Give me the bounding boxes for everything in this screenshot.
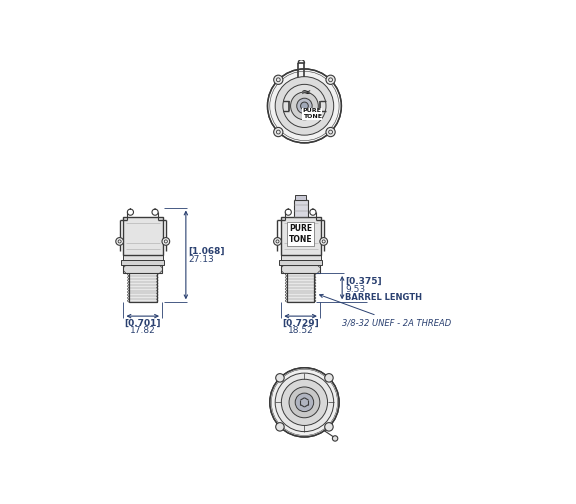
Circle shape [297, 98, 312, 113]
Circle shape [289, 387, 320, 418]
Circle shape [326, 75, 335, 84]
Circle shape [162, 237, 170, 245]
Circle shape [270, 368, 339, 437]
Circle shape [267, 69, 342, 143]
Circle shape [274, 128, 283, 137]
Bar [281, 217, 321, 256]
Circle shape [276, 373, 284, 382]
Bar [279, 260, 322, 265]
Bar [281, 256, 321, 260]
Circle shape [320, 237, 328, 245]
Circle shape [283, 84, 326, 128]
Text: [1.068]: [1.068] [188, 246, 225, 256]
Circle shape [275, 373, 334, 431]
Circle shape [276, 423, 284, 431]
Bar [295, 195, 306, 200]
Circle shape [306, 100, 319, 112]
Text: 27.13: 27.13 [188, 255, 214, 264]
Circle shape [274, 237, 281, 245]
Circle shape [281, 380, 328, 425]
Text: [0.729]: [0.729] [282, 319, 319, 328]
Bar [287, 273, 314, 302]
Bar [129, 273, 157, 302]
Circle shape [326, 128, 335, 137]
Text: BARREL LENGTH: BARREL LENGTH [345, 293, 422, 302]
Circle shape [301, 102, 308, 110]
Bar [121, 260, 164, 265]
Text: 9.53: 9.53 [345, 285, 365, 294]
Text: 3/8-32 UNEF - 2A THREAD: 3/8-32 UNEF - 2A THREAD [320, 294, 452, 328]
Bar [281, 265, 320, 273]
Circle shape [116, 237, 123, 245]
Text: PURE
TONE: PURE TONE [302, 108, 321, 119]
Text: 17.82: 17.82 [130, 326, 156, 335]
Bar [123, 265, 162, 273]
Bar [123, 256, 163, 260]
Circle shape [332, 436, 338, 441]
Circle shape [295, 393, 314, 412]
Text: 18.52: 18.52 [288, 326, 313, 335]
Circle shape [325, 373, 333, 382]
Text: ≈: ≈ [301, 86, 311, 99]
Text: [0.375]: [0.375] [345, 277, 382, 286]
Circle shape [275, 77, 334, 135]
Text: [0.701]: [0.701] [124, 319, 161, 328]
Circle shape [274, 75, 283, 84]
Circle shape [290, 100, 303, 112]
Circle shape [290, 92, 319, 120]
Bar [123, 217, 163, 256]
Bar [294, 200, 308, 217]
Text: PURE
TONE: PURE TONE [289, 224, 312, 244]
Circle shape [325, 423, 333, 431]
